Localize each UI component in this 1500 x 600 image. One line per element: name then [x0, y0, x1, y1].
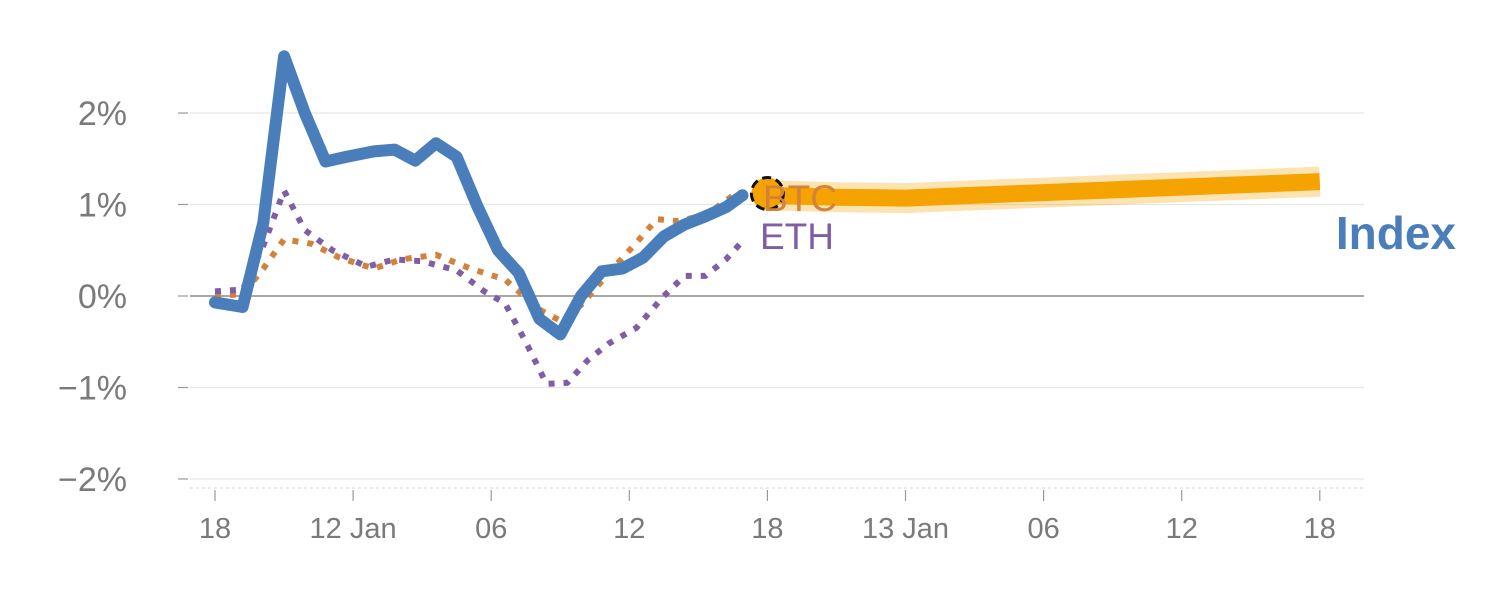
x-tick-label: 12 — [613, 513, 645, 545]
y-tick-label: 2% — [78, 95, 127, 133]
eth-series-label: ETH — [760, 216, 834, 257]
y-tick-label: −2% — [58, 461, 127, 499]
y-tick-label: −1% — [58, 370, 127, 408]
index-series-label: Index — [1336, 207, 1457, 259]
series-lines — [209, 50, 1321, 387]
y-axis: 2% 1% 0% −1% −2% — [58, 95, 188, 499]
forecast-line — [767, 173, 1321, 207]
y-tick-label: 1% — [78, 187, 127, 225]
btc-series-label: BTC — [763, 178, 837, 219]
x-tick-label: 12 Jan — [310, 513, 397, 545]
index-line — [209, 50, 749, 341]
series-labels: BTC ETH Index — [760, 178, 1456, 259]
current-point-marker — [749, 176, 785, 212]
x-axis: 18 12 Jan 06 12 18 13 Jan 06 12 18 — [190, 487, 1364, 545]
x-tick-label: 06 — [475, 513, 507, 545]
x-tick-label: 18 — [1304, 513, 1336, 545]
y-gridlines — [190, 112, 1364, 480]
x-tick-label: 12 — [1166, 513, 1198, 545]
x-tick-label: 18 — [199, 513, 231, 545]
x-tick-label: 06 — [1027, 513, 1059, 545]
marker-dot — [757, 183, 778, 204]
x-tick-label: 13 Jan — [862, 513, 949, 545]
y-tick-label: 0% — [78, 278, 127, 316]
x-tick-label: 18 — [751, 513, 783, 545]
